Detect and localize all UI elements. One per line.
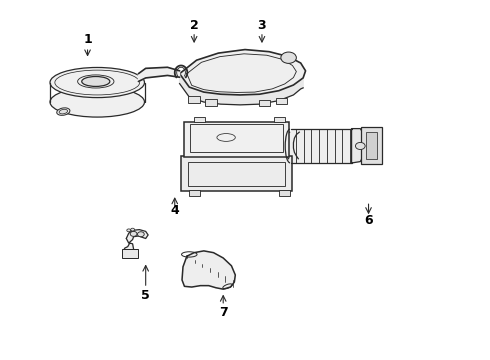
Polygon shape xyxy=(283,132,299,159)
Text: 4: 4 xyxy=(171,204,179,217)
Text: 2: 2 xyxy=(190,19,198,32)
FancyBboxPatch shape xyxy=(189,190,200,195)
Text: 7: 7 xyxy=(219,306,227,319)
Circle shape xyxy=(127,229,131,232)
Circle shape xyxy=(130,231,137,237)
FancyBboxPatch shape xyxy=(184,122,289,157)
Text: 3: 3 xyxy=(258,19,266,32)
Polygon shape xyxy=(138,67,180,81)
FancyBboxPatch shape xyxy=(366,132,377,159)
Circle shape xyxy=(138,232,144,237)
FancyBboxPatch shape xyxy=(181,156,293,191)
Circle shape xyxy=(131,228,135,231)
Ellipse shape xyxy=(50,87,145,117)
Text: 5: 5 xyxy=(141,289,150,302)
Circle shape xyxy=(355,143,365,149)
Ellipse shape xyxy=(50,67,145,98)
Polygon shape xyxy=(180,74,303,105)
Ellipse shape xyxy=(82,77,110,86)
Polygon shape xyxy=(180,50,306,95)
FancyBboxPatch shape xyxy=(274,117,285,122)
Polygon shape xyxy=(126,230,148,243)
Ellipse shape xyxy=(59,109,68,114)
Polygon shape xyxy=(182,251,235,289)
Text: 6: 6 xyxy=(364,214,373,227)
Polygon shape xyxy=(352,129,362,163)
FancyBboxPatch shape xyxy=(205,99,217,105)
Circle shape xyxy=(281,52,296,63)
FancyBboxPatch shape xyxy=(188,96,200,103)
Polygon shape xyxy=(123,243,134,257)
Ellipse shape xyxy=(57,108,70,115)
Polygon shape xyxy=(291,129,352,163)
FancyBboxPatch shape xyxy=(279,190,290,195)
FancyBboxPatch shape xyxy=(361,127,382,164)
FancyBboxPatch shape xyxy=(194,117,205,122)
FancyBboxPatch shape xyxy=(275,98,287,104)
FancyBboxPatch shape xyxy=(122,249,138,258)
FancyBboxPatch shape xyxy=(259,100,270,106)
Text: 1: 1 xyxy=(83,33,92,46)
